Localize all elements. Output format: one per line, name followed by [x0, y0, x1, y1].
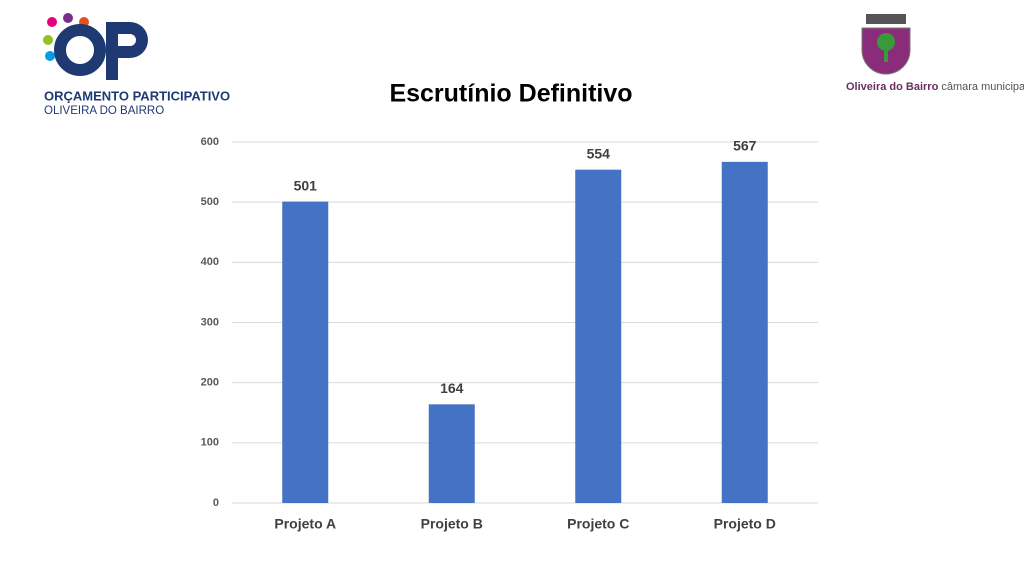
data-label: 554 [587, 145, 611, 161]
chart-title: Escrutínio Definitivo [389, 80, 632, 108]
logo-o [54, 24, 106, 76]
logo-figure [63, 13, 73, 23]
x-tick-label: Projeto A [274, 516, 336, 532]
x-tick-label: Projeto B [421, 516, 483, 532]
y-tick-label: 400 [201, 256, 219, 268]
y-tick-label: 500 [201, 196, 219, 208]
data-label: 501 [294, 177, 318, 193]
program-logo: ORÇAMENTO PARTICIPATIVO OLIVEIRA DO BAIR… [43, 13, 230, 117]
municipality-label: Oliveira do Bairro câmara municipal [846, 81, 1024, 93]
logo-figure [43, 35, 53, 45]
bar [575, 169, 622, 503]
bar [721, 161, 768, 504]
program-subtitle: OLIVEIRA DO BAIRRO [44, 105, 164, 117]
y-tick-label: 300 [201, 316, 219, 328]
tree [877, 33, 895, 51]
program-title: ORÇAMENTO PARTICIPATIVO [44, 88, 230, 103]
municipality-suffix: câmara municipal [941, 81, 1024, 93]
crown [866, 14, 906, 24]
logo-figure [45, 51, 55, 61]
data-label: 567 [733, 138, 757, 154]
municipality-name: Oliveira do Bairro [846, 81, 939, 93]
y-tick-label: 200 [201, 377, 219, 389]
logo-figure [47, 17, 57, 27]
x-tick-label: Projeto D [714, 516, 776, 532]
data-label: 164 [440, 380, 464, 396]
bar [428, 404, 475, 503]
municipality-logo: Oliveira do Bairro câmara municipal [846, 14, 1024, 93]
y-tick-label: 100 [201, 437, 219, 449]
y-tick-label: 600 [201, 136, 219, 148]
x-tick-label: Projeto C [567, 516, 629, 532]
logo-p [106, 22, 148, 80]
y-tick-label: 0 [213, 497, 219, 509]
bar [282, 201, 329, 503]
trunk [884, 48, 888, 62]
